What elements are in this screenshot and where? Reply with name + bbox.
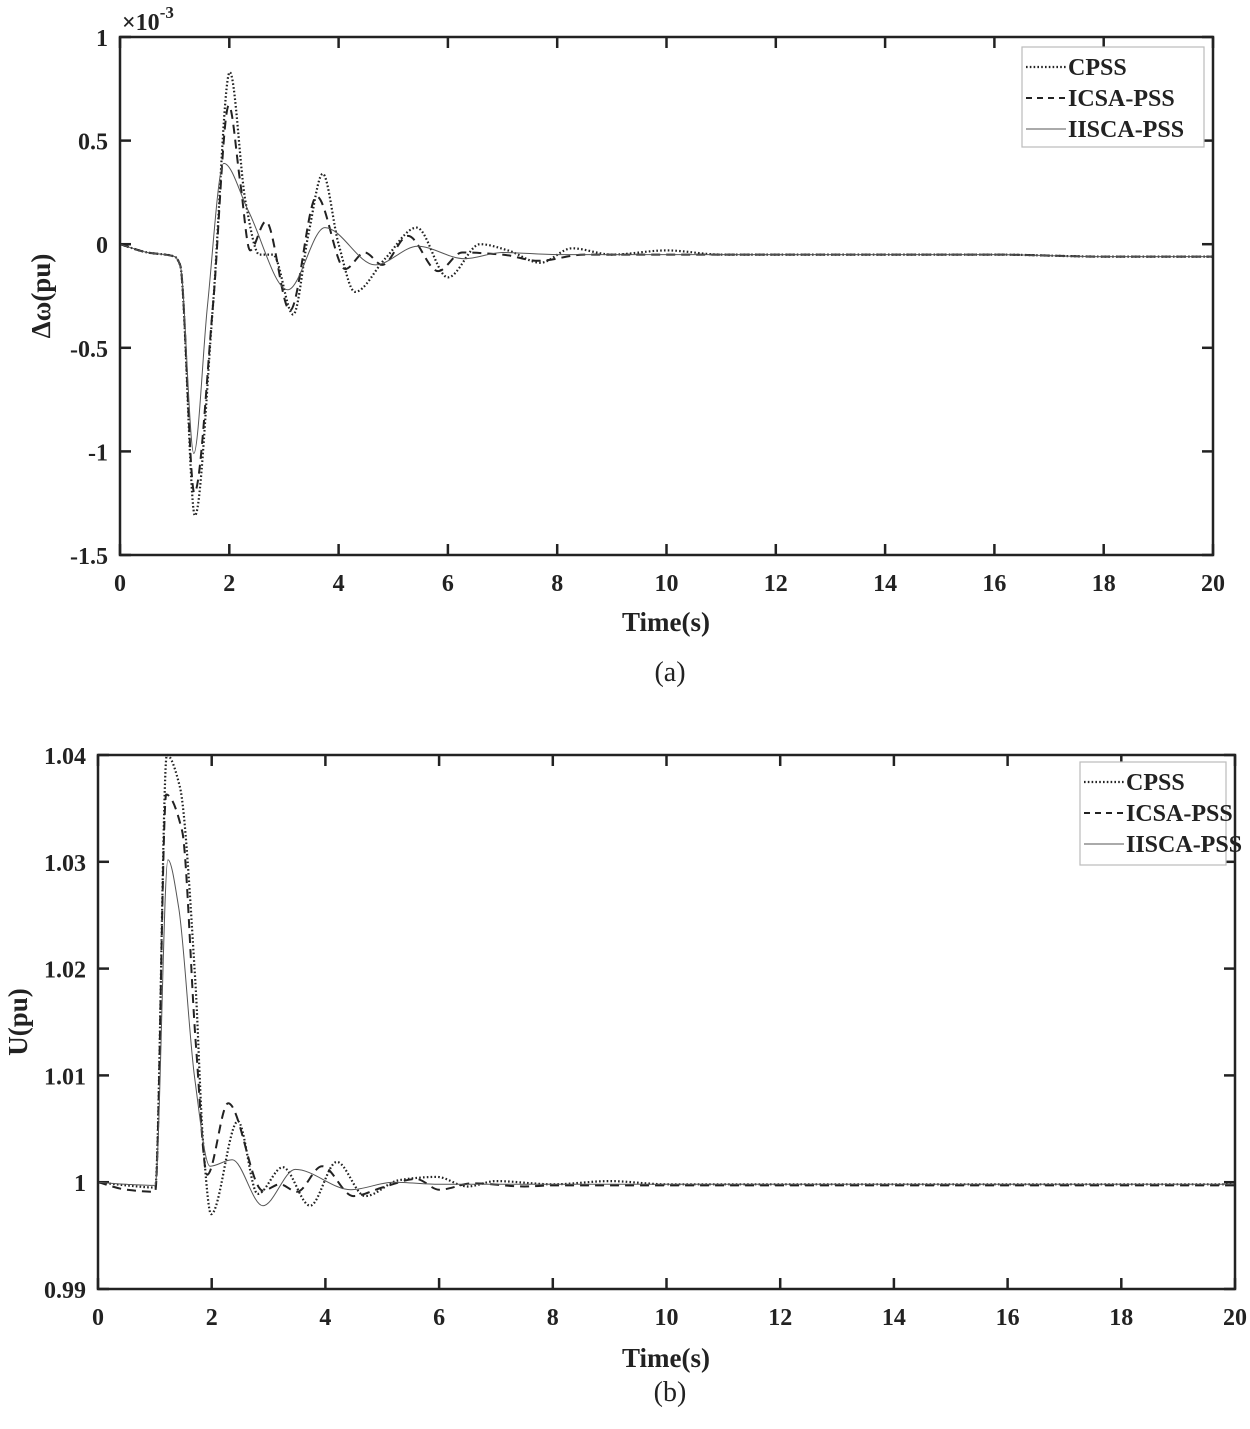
panel-a: 0 2 4 6 8 10 12 14 16 18 20 -1.5 -1 -0.5 0 0.5 1 ×10-3 T… (26, 3, 1225, 688)
x-tick-label: 16 (996, 1305, 1020, 1331)
y-tick-label: 0.5 (78, 130, 108, 156)
x-tick-label: 14 (882, 1305, 906, 1331)
y-multiplier: ×10-3 (122, 3, 174, 36)
legend-label: IISCA-PSS (1126, 832, 1242, 858)
y-tick-label: 1.04 (44, 744, 86, 770)
legend-label: CPSS (1068, 55, 1127, 81)
panel-b: 0 2 4 6 8 10 12 14 16 18 20 0.99 1 1.01 1.02 1.03 1.04 T… (3, 744, 1247, 1408)
y-tick-label: 1.03 (44, 851, 86, 877)
x-tick-label: 16 (982, 571, 1006, 597)
y-tick-label: 1.02 (44, 958, 86, 984)
x-tick-label: 0 (114, 571, 126, 597)
y-tick-label: -1.5 (70, 544, 108, 570)
legend-label: CPSS (1126, 770, 1185, 796)
x-tick-label: 4 (333, 571, 345, 597)
y-axis-label-b: U(pu) (3, 988, 33, 1056)
x-tick-label: 18 (1092, 571, 1116, 597)
x-tick-label: 10 (655, 571, 679, 597)
axes-frame-b (96, 753, 1237, 1291)
legend-label: ICSA-PSS (1126, 801, 1233, 827)
legend-label: ICSA-PSS (1068, 86, 1175, 112)
x-axis-label-b: Time(s) (622, 1343, 710, 1373)
lines-a (119, 71, 1213, 517)
series-line-iisca-pss (97, 859, 1235, 1207)
x-tick-label: 4 (319, 1305, 331, 1331)
series-line-cpss (119, 71, 1213, 517)
y-tick-label: -0.5 (70, 337, 108, 363)
y-tick-label: -1 (88, 440, 108, 466)
x-tick-label: 6 (433, 1305, 445, 1331)
y-axis-label-a: Δω(pu) (26, 254, 56, 339)
caption-a: (a) (654, 657, 685, 688)
x-tick-label: 2 (206, 1305, 218, 1331)
x-tick-label: 18 (1109, 1305, 1133, 1331)
axes-frame-a (118, 35, 1215, 557)
x-tick-label: 6 (442, 571, 454, 597)
y-tick-label: 0 (96, 233, 108, 259)
y-tick-label: 1 (74, 1171, 86, 1197)
legend-label: IISCA-PSS (1068, 117, 1184, 143)
y-tick-label: 1.01 (44, 1064, 86, 1090)
series-line-cpss (97, 753, 1235, 1216)
caption-b: (b) (654, 1377, 687, 1408)
series-line-icsa-pss (97, 793, 1235, 1198)
x-tick-label: 10 (655, 1305, 679, 1331)
x-tick-label: 14 (873, 571, 897, 597)
y-multiplier-base: ×10 (122, 10, 160, 36)
y-multiplier-exp: -3 (160, 3, 174, 22)
series-line-iisca-pss (119, 162, 1213, 454)
x-tick-label: 12 (764, 571, 788, 597)
x-tick-label: 20 (1201, 571, 1225, 597)
y-tick-label: 1 (96, 26, 108, 52)
x-tick-label: 2 (223, 571, 235, 597)
legend-a: CPSS ICSA-PSS IISCA-PSS (1021, 46, 1205, 148)
x-tick-label: 12 (768, 1305, 792, 1331)
x-tick-label: 8 (547, 1305, 559, 1331)
x-tick-label: 0 (92, 1305, 104, 1331)
x-tick-label: 8 (551, 571, 563, 597)
legend-box (1079, 761, 1227, 866)
legend-b: CPSS ICSA-PSS IISCA-PSS (1079, 761, 1242, 866)
x-tick-label: 20 (1223, 1305, 1247, 1331)
lines-b (97, 753, 1235, 1216)
ticks-b: 0 2 4 6 8 10 12 14 16 18 20 0.99 1 1.01 1.02 1.03 1.04 (44, 744, 1247, 1331)
ticks-a: 0 2 4 6 8 10 12 14 16 18 20 -1.5 -1 -0.5 0 0.5 1 (70, 26, 1225, 597)
series-line-icsa-pss (119, 104, 1213, 494)
x-axis-label-a: Time(s) (622, 607, 710, 637)
y-tick-label: 0.99 (44, 1278, 86, 1304)
